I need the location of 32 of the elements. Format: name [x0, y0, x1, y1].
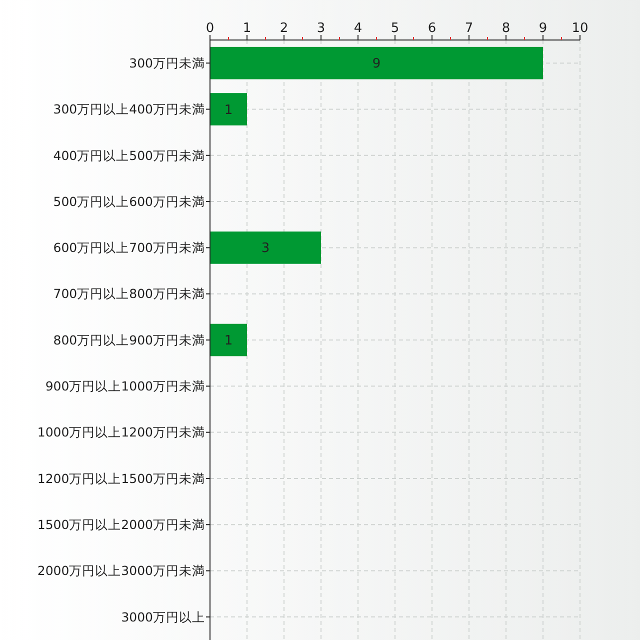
x-tick-label: 3 [316, 21, 326, 36]
data-label: 9 [372, 56, 381, 72]
y-tick-label: 1200万円以上1500万円未満 [37, 470, 205, 486]
x-tick-label: 1 [242, 21, 252, 36]
y-tick-label: 3000万円以上 [121, 609, 205, 624]
x-tick-label: 2 [280, 21, 288, 36]
x-tick-label: 8 [502, 21, 510, 36]
bar [210, 324, 247, 356]
y-tick-label: 600万円以上700万円未満 [53, 240, 205, 256]
x-tick-label: 4 [354, 21, 362, 36]
data-label: 1 [224, 102, 233, 118]
y-tick-label: 1500万円以上2000万円未満 [37, 516, 205, 532]
y-tick-label: 900万円以上1000万円未満 [45, 378, 205, 394]
data-label: 1 [224, 334, 233, 349]
x-tick-label: 5 [390, 21, 400, 36]
y-tick-label: 700万円以上800万円未満 [53, 286, 205, 302]
y-tick-label: 300万円以上400万円未満 [53, 102, 205, 117]
bar [210, 232, 321, 264]
x-tick-label: 10 [572, 21, 588, 36]
data-label: 3 [261, 241, 270, 256]
y-tick-label: 300万円未満 [129, 55, 205, 70]
x-tick-label: 7 [464, 21, 474, 36]
bar [210, 46, 543, 80]
x-tick-label: 9 [538, 21, 548, 36]
y-tick-label: 500万円以上600万円未満 [53, 194, 205, 209]
y-tick-label: 2000万円以上3000万円未満 [37, 563, 205, 578]
y-tick-label: 400万円以上500万円未満 [53, 148, 205, 163]
x-tick-label: 0 [206, 21, 214, 36]
x-tick-label: 6 [428, 21, 436, 36]
y-tick-label: 800万円以上900万円未満 [53, 332, 205, 348]
y-tick-label: 1000万円以上1200万円未満 [37, 424, 205, 440]
bar [210, 93, 247, 126]
